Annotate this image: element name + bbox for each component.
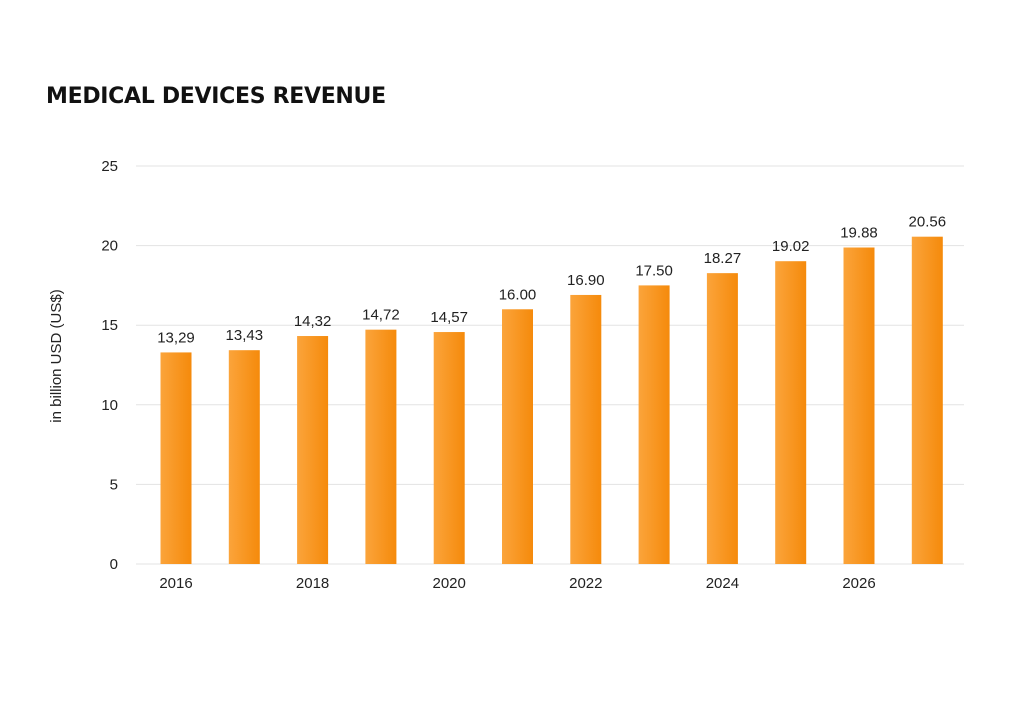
y-axis-ticks: 0 5 10 15 20 25 xyxy=(101,158,118,573)
bar-2016 xyxy=(160,352,192,564)
bar-2021 xyxy=(502,309,533,564)
bar-value-label: 20.56 xyxy=(909,214,947,231)
y-tick-label: 20 xyxy=(101,238,118,255)
x-tick-label: 2018 xyxy=(296,575,329,592)
bar-2019 xyxy=(365,329,397,564)
bar-value-label: 14,57 xyxy=(430,309,468,326)
bar-value-label: 13,43 xyxy=(226,327,264,344)
x-tick-label: 2016 xyxy=(159,575,192,592)
y-tick-label: 25 xyxy=(101,158,118,175)
bar-2026 xyxy=(843,247,875,564)
x-axis-ticks: 2016 2018 2020 2022 2024 2026 xyxy=(159,575,875,592)
x-tick-label: 2022 xyxy=(569,575,602,592)
x-tick-label: 2020 xyxy=(433,575,466,592)
bar-value-label: 14,32 xyxy=(294,313,332,330)
bar-value-labels: 13,29 13,43 14,32 14,72 14,57 16.00 16.90 17.50… xyxy=(157,214,946,347)
bar-value-label: 19.88 xyxy=(840,225,878,242)
bar-value-label: 19.02 xyxy=(772,238,810,255)
y-axis-label: in billion USD (US$) xyxy=(48,289,65,422)
bar-2017 xyxy=(228,350,260,564)
gridlines xyxy=(136,165,964,565)
bar-2025 xyxy=(775,261,807,564)
x-tick-label: 2026 xyxy=(842,575,875,592)
bar-value-label: 14,72 xyxy=(362,307,400,324)
bar-2027 xyxy=(911,236,943,564)
bar-value-label: 16.90 xyxy=(567,272,605,289)
x-tick-label: 2024 xyxy=(706,575,739,592)
bar-2018 xyxy=(297,336,329,564)
bar-value-label: 13,29 xyxy=(157,329,195,346)
chart-title: MEDICAL DEVICES REVENUE xyxy=(46,84,386,109)
y-tick-label: 5 xyxy=(110,476,118,493)
bar-value-label: 18.27 xyxy=(704,250,742,267)
bars xyxy=(160,236,943,564)
bar-2022 xyxy=(570,294,602,564)
y-tick-label: 0 xyxy=(110,556,118,573)
bar-2023 xyxy=(638,285,670,564)
bar-value-label: 16.00 xyxy=(499,286,537,303)
y-tick-label: 15 xyxy=(101,317,118,334)
y-tick-label: 10 xyxy=(101,397,118,414)
bar-2024 xyxy=(706,273,738,564)
bar-2020 xyxy=(433,332,465,564)
bar-value-label: 17.50 xyxy=(635,262,673,279)
